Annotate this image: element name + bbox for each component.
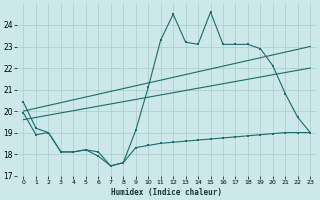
X-axis label: Humidex (Indice chaleur): Humidex (Indice chaleur)	[111, 188, 222, 197]
